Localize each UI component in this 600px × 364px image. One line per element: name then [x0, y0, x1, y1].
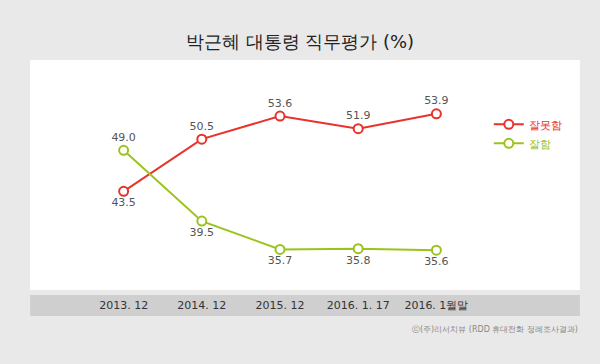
svg-text:ⓒ(주)리서치뷰 (RDD 휴대전화 정례조사결과): ⓒ(주)리서치뷰 (RDD 휴대전화 정례조사결과): [412, 325, 578, 334]
svg-text:잘함: 잘함: [529, 138, 551, 151]
svg-text:49.0: 49.0: [111, 131, 136, 144]
svg-text:2016. 1월말: 2016. 1월말: [404, 299, 468, 312]
svg-text:50.5: 50.5: [190, 120, 215, 133]
svg-text:2014. 12: 2014. 12: [177, 299, 226, 312]
svg-text:2015. 12: 2015. 12: [256, 299, 305, 312]
svg-text:잘못함: 잘못함: [529, 119, 562, 132]
svg-text:43.5: 43.5: [111, 196, 136, 209]
svg-text:53.9: 53.9: [424, 94, 449, 107]
svg-text:35.8: 35.8: [346, 254, 371, 267]
svg-text:2016. 1. 17: 2016. 1. 17: [327, 299, 390, 312]
svg-text:2013. 12: 2013. 12: [99, 299, 148, 312]
svg-text:박근혜 대통령 직무평가 (%): 박근혜 대통령 직무평가 (%): [186, 31, 414, 52]
svg-text:39.5: 39.5: [190, 226, 215, 239]
svg-text:35.6: 35.6: [424, 255, 449, 268]
svg-text:35.7: 35.7: [268, 254, 293, 267]
svg-text:51.9: 51.9: [346, 109, 371, 122]
svg-text:53.6: 53.6: [268, 97, 293, 110]
